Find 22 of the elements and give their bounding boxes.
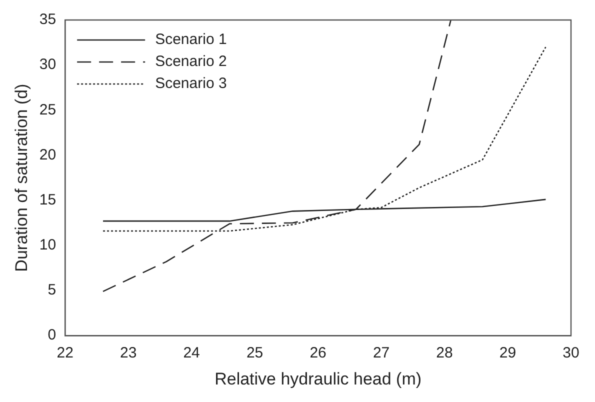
y-tick-label: 30 [39,56,56,74]
x-tick-label: 30 [562,344,580,362]
y-tick-label: 25 [39,101,56,118]
x-tick-label: 29 [499,344,516,362]
y-tick-label: 10 [39,236,56,254]
legend-label: Scenario 1 [155,31,227,48]
y-tick-label: 0 [48,326,56,344]
x-tick-label: 22 [56,344,74,362]
x-tick-label: 24 [183,344,200,362]
y-tick-label: 5 [48,282,56,299]
x-tick-label: 26 [310,344,326,362]
x-tick-label: 25 [246,344,264,362]
legend-label: Scenario 2 [155,53,227,70]
y-tick-label: 15 [39,191,56,208]
x-axis-title: Relative hydraulic head (m) [214,369,422,388]
x-tick-label: 28 [436,344,453,362]
y-axis-title: Duration of saturation (d) [12,84,31,272]
y-tick-label: 35 [39,11,56,28]
x-tick-label: 27 [372,344,390,362]
legend-label: Scenario 3 [155,75,227,92]
y-tick-label: 20 [39,146,56,164]
x-tick-label: 23 [120,344,137,362]
